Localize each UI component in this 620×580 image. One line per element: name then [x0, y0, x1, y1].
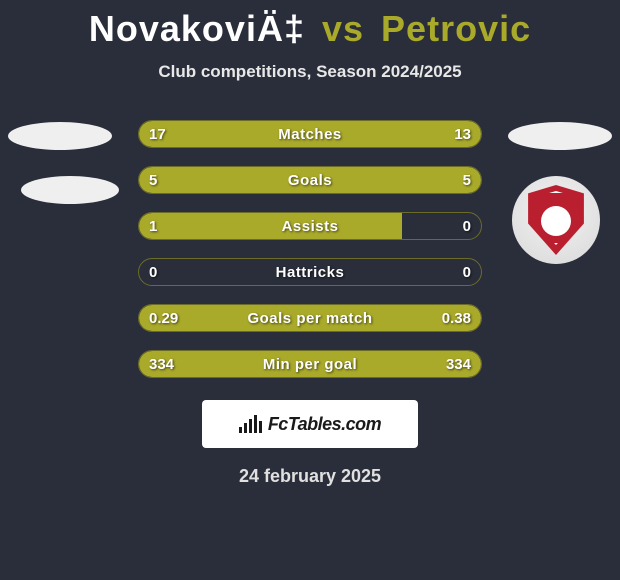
stat-label: Matches [139, 121, 481, 147]
bar-chart-icon [239, 415, 262, 433]
stat-row: 0 Hattricks 0 [138, 258, 482, 286]
player1-photo-placeholder [8, 122, 112, 150]
stat-label: Hattricks [139, 259, 481, 285]
stat-label: Min per goal [139, 351, 481, 377]
stat-label: Goals per match [139, 305, 481, 331]
value-right: 334 [446, 351, 471, 377]
player1-club-placeholder [21, 176, 119, 204]
page-title: NovakoviÄ‡ vs Petrovic [0, 0, 620, 50]
stat-row: 1 Assists 0 [138, 212, 482, 240]
stat-row: 0.29 Goals per match 0.38 [138, 304, 482, 332]
shield-icon [525, 185, 587, 255]
player1-name: NovakoviÄ‡ [89, 8, 305, 49]
player2-club-badge [512, 176, 600, 264]
stat-row: 5 Goals 5 [138, 166, 482, 194]
player2-photo-placeholder [508, 122, 612, 150]
player2-name: Petrovic [381, 8, 531, 49]
watermark: FcTables.com [202, 400, 418, 448]
comparison-chart: 17 Matches 13 5 Goals 5 1 Assists 0 0 Ha… [138, 120, 482, 378]
stat-label: Goals [139, 167, 481, 193]
subtitle: Club competitions, Season 2024/2025 [0, 62, 620, 82]
date-text: 24 february 2025 [0, 466, 620, 487]
stat-label: Assists [139, 213, 481, 239]
vs-text: vs [322, 8, 364, 49]
value-right: 0.38 [442, 305, 471, 331]
watermark-text: FcTables.com [268, 414, 381, 435]
value-right: 0 [463, 213, 471, 239]
value-right: 13 [454, 121, 471, 147]
stat-row: 17 Matches 13 [138, 120, 482, 148]
value-right: 5 [463, 167, 471, 193]
stat-row: 334 Min per goal 334 [138, 350, 482, 378]
value-right: 0 [463, 259, 471, 285]
